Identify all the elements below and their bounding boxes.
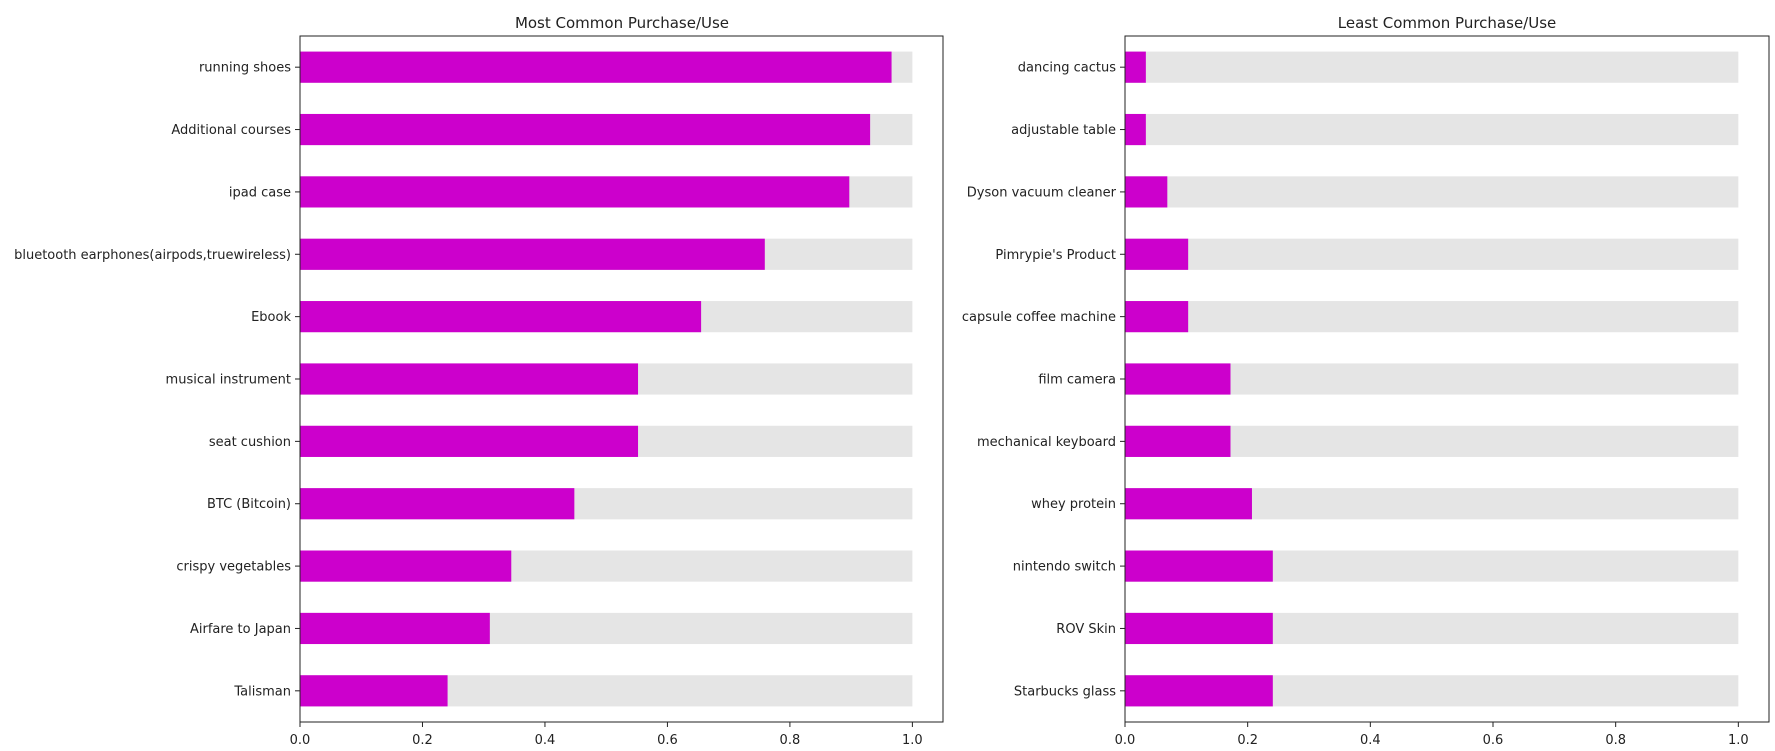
bar-value <box>300 612 490 645</box>
bar-value <box>1125 51 1146 83</box>
bar-background <box>1125 113 1739 146</box>
bar-value <box>1125 113 1146 146</box>
x-tick-label: 0.2 <box>1237 733 1258 748</box>
y-tick-label: seat cushion <box>209 435 291 450</box>
y-tick-label: ipad case <box>229 185 291 200</box>
bar-value <box>1125 612 1273 645</box>
y-tick-label: Ebook <box>251 310 291 325</box>
y-tick-label: bluetooth earphones(airpods,truewireless… <box>14 248 291 263</box>
bar-value <box>300 363 639 395</box>
bar-value <box>300 675 448 707</box>
x-tick-label: 0.4 <box>1360 733 1381 748</box>
x-tick-label: 0.0 <box>290 733 311 748</box>
x-tick-label: 0.4 <box>535 733 556 748</box>
y-tick-label: Pimrypie's Product <box>995 248 1116 263</box>
bar-value <box>300 301 702 333</box>
bar-background <box>1125 238 1739 270</box>
bar-background <box>1125 176 1739 208</box>
axes-frame <box>299 35 944 723</box>
x-tick-label: 0.6 <box>657 733 678 748</box>
y-tick-label: Additional courses <box>171 123 291 138</box>
y-tick-label: Airfare to Japan <box>190 622 291 637</box>
y-tick-label: musical instrument <box>166 373 291 388</box>
bar-value <box>1125 488 1252 520</box>
bar-value <box>1125 675 1273 707</box>
bar-value <box>1125 425 1231 457</box>
bar-value <box>1125 238 1189 270</box>
y-tick-label: adjustable table <box>1011 123 1116 138</box>
x-tick-label: 1.0 <box>902 733 923 748</box>
y-tick-label: film camera <box>1038 373 1116 388</box>
x-tick-label: 0.2 <box>412 733 433 748</box>
chart-panel-most-common: Most Common Purchase/Use running shoes Ad… <box>14 14 944 748</box>
bar-value <box>300 550 512 582</box>
bar-value <box>300 238 765 270</box>
x-tick-label: 1.0 <box>1728 733 1749 748</box>
bar-value <box>300 113 871 146</box>
y-tick-label: crispy vegetables <box>176 560 291 575</box>
bar-value <box>1125 301 1189 333</box>
bar-value <box>1125 550 1273 582</box>
y-tick-label: BTC (Bitcoin) <box>207 497 291 512</box>
y-tick-label: running shoes <box>199 61 291 76</box>
bar-value <box>1125 176 1168 208</box>
y-tick-label: mechanical keyboard <box>977 435 1116 450</box>
chart-title: Most Common Purchase/Use <box>515 14 729 32</box>
bar-background <box>1125 51 1739 83</box>
chart-title: Least Common Purchase/Use <box>1338 14 1557 32</box>
x-tick-label: 0.8 <box>780 733 801 748</box>
chart-panel-least-common: Least Common Purchase/Use dancing cactus… <box>962 14 1770 748</box>
bar-value <box>300 488 575 520</box>
y-tick-label: Talisman <box>233 684 291 699</box>
y-tick-label: dancing cactus <box>1018 61 1116 76</box>
bar-value <box>300 425 639 457</box>
x-tick-label: 0.8 <box>1605 733 1626 748</box>
y-tick-label: ROV Skin <box>1056 622 1116 637</box>
y-tick-label: capsule coffee machine <box>962 310 1116 325</box>
bar-value <box>1125 363 1231 395</box>
y-tick-label: whey protein <box>1031 497 1116 512</box>
bar-value <box>300 51 892 83</box>
axes-frame <box>1124 35 1770 723</box>
x-tick-label: 0.0 <box>1115 733 1136 748</box>
bar-background <box>1125 301 1739 333</box>
y-tick-label: nintendo switch <box>1013 560 1116 575</box>
x-tick-label: 0.6 <box>1483 733 1504 748</box>
y-tick-label: Dyson vacuum cleaner <box>967 185 1117 200</box>
y-tick-label: Starbucks glass <box>1014 684 1116 699</box>
bar-value <box>300 176 850 208</box>
